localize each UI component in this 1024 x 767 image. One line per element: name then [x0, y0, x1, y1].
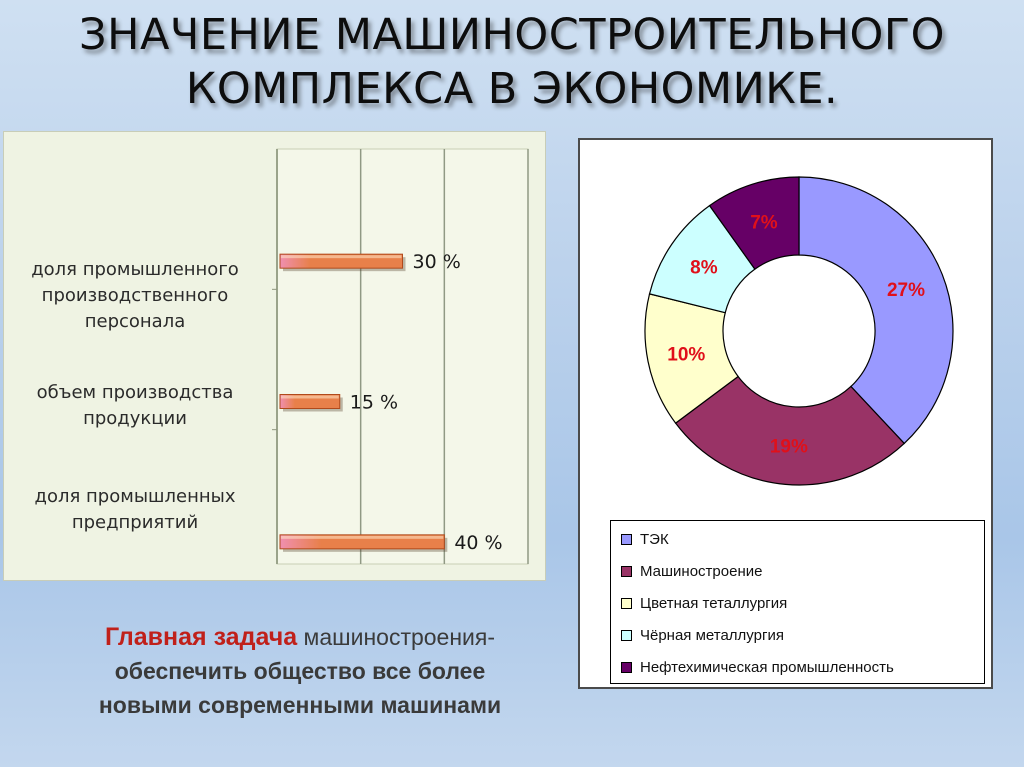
main-task-text: Главная задача машиностроения- обеспечит…	[20, 620, 580, 722]
category-label-line: доля промышленных	[34, 486, 236, 507]
donut-chart: 27% 19% 10% 8% 7%	[644, 176, 954, 486]
bar-highlight	[281, 395, 339, 399]
legend-item: Цветная теталлургия	[621, 593, 787, 613]
category-label-line: персонала	[84, 311, 186, 332]
legend-swatch	[621, 661, 632, 673]
legend-swatch	[621, 629, 632, 641]
category-label: доля промышленных предприятий	[4, 484, 266, 536]
plot-area	[276, 148, 529, 565]
slice-value-label: 8%	[690, 257, 718, 278]
bar-highlight	[281, 255, 402, 259]
bar-value-label: 30 %	[413, 251, 461, 273]
task-rest: машиностроения-	[297, 624, 496, 650]
slice-value-label: 7%	[750, 212, 778, 233]
category-label: объем производства продукции	[4, 380, 266, 432]
category-label: доля промышленного производственного персо…	[4, 257, 266, 335]
category-label-line: предприятий	[71, 512, 199, 533]
donut-slice	[674, 375, 906, 486]
legend-item: ТЭК	[621, 529, 669, 549]
task-line-2: обеспечить общество все более	[114, 658, 486, 684]
chart-legend: ТЭК Машиностроение Цветная теталлургия Чёрн…	[610, 520, 985, 684]
slice-value-label: 10%	[667, 345, 705, 366]
bar-value-label: 40 %	[454, 532, 502, 554]
bar-chart: 30 % 15 % 40 %	[272, 148, 529, 565]
legend-label: Цветная теталлургия	[640, 594, 788, 612]
slice-value-label: 19%	[770, 437, 808, 458]
legend-label: Нефтехимическая промышленность	[640, 658, 894, 676]
legend-item: Машиностроение	[621, 561, 762, 581]
category-label-line: продукции	[83, 408, 187, 429]
category-label-line: объем производства	[36, 382, 234, 403]
title-line-1: ЗНАЧЕНИЕ МАШИНОСТРОИТЕЛЬНОГО	[79, 10, 945, 60]
task-accent: Главная задача	[104, 623, 298, 651]
page-title: ЗНАЧЕНИЕ МАШИНОСТРОИТЕЛЬНОГО КОМПЛЕКСА В…	[0, 8, 1024, 116]
legend-swatch	[621, 597, 632, 609]
legend-swatch	[621, 565, 632, 577]
legend-label: Чёрная металлургия	[640, 626, 784, 644]
donut-slice	[708, 176, 800, 270]
slice-value-label: 27%	[887, 280, 925, 301]
category-label-line: доля промышленного	[31, 259, 239, 280]
bar-chart-panel: 30 % 15 % 40 % доля промышленного производс…	[3, 131, 546, 581]
donut-slice	[798, 176, 954, 445]
category-label-line: производственного	[41, 285, 229, 306]
legend-swatch	[621, 533, 632, 545]
legend-label: Машиностроение	[640, 562, 763, 580]
legend-label: ТЭК	[640, 530, 669, 548]
donut-chart-panel: 27% 19% 10% 8% 7% ТЭК Машиностроение Цветная т…	[578, 138, 993, 689]
bar-highlight	[281, 535, 444, 539]
title-line-2: КОМПЛЕКСА В ЭКОНОМИКЕ.	[185, 64, 839, 114]
bar-value-label: 15 %	[350, 392, 398, 414]
legend-item: Нефтехимическая промышленность	[621, 657, 894, 677]
legend-item: Чёрная металлургия	[621, 625, 784, 645]
task-line-3: новыми современными машинами	[98, 692, 502, 718]
